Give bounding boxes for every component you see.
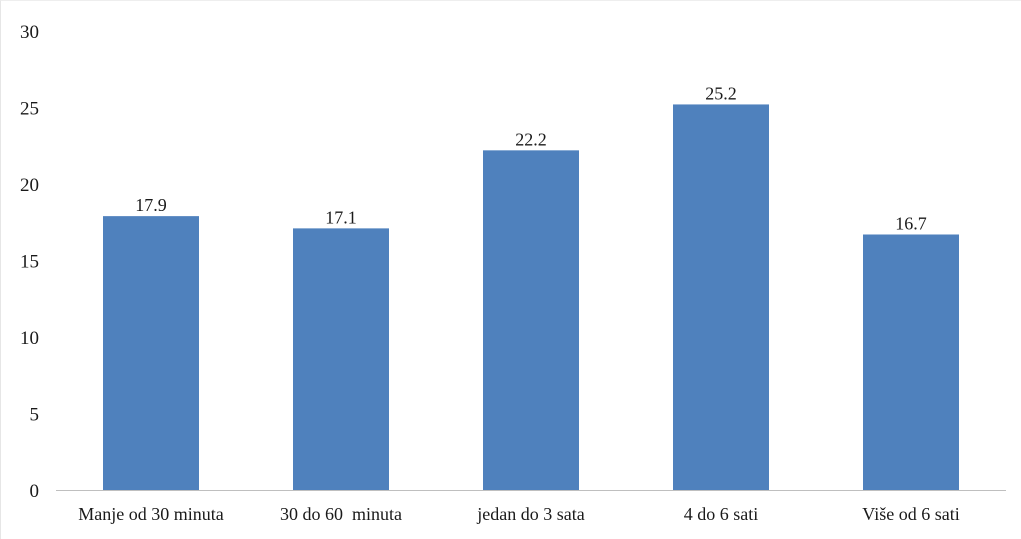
- y-tick-label-4: 20: [20, 175, 39, 196]
- category-label-4: Više od 6 sati: [862, 504, 959, 524]
- bar-0: [103, 216, 199, 490]
- y-tick-label-0: 0: [30, 481, 40, 502]
- y-axis-ticks: 0 5 10 15 20 25 30: [20, 22, 39, 502]
- bar-1: [293, 228, 389, 490]
- category-label-2: jedan do 3 sata: [476, 504, 584, 524]
- data-label-0: 17.9: [135, 195, 167, 215]
- category-label-1: 30 do 60 minuta: [280, 504, 402, 524]
- data-labels: 17.9 17.1 22.2 25.2 16.7: [135, 83, 927, 233]
- y-tick-label-3: 15: [20, 252, 39, 273]
- bar-4: [863, 234, 959, 490]
- y-tick-label-1: 5: [30, 405, 40, 426]
- bar-2: [483, 150, 579, 490]
- x-axis-category-labels: Manje od 30 minuta 30 do 60 minuta jedan d…: [78, 504, 959, 524]
- category-label-3: 4 do 6 sati: [684, 504, 759, 524]
- data-label-4: 16.7: [895, 213, 927, 233]
- data-label-3: 25.2: [705, 83, 737, 103]
- y-tick-label-5: 25: [20, 99, 39, 120]
- category-label-0: Manje od 30 minuta: [78, 504, 223, 524]
- bar-3: [673, 104, 769, 490]
- y-tick-label-6: 30: [20, 22, 39, 43]
- data-label-1: 17.1: [325, 207, 357, 227]
- y-tick-label-2: 10: [20, 328, 39, 349]
- data-label-2: 22.2: [515, 129, 547, 149]
- bars: [103, 104, 959, 490]
